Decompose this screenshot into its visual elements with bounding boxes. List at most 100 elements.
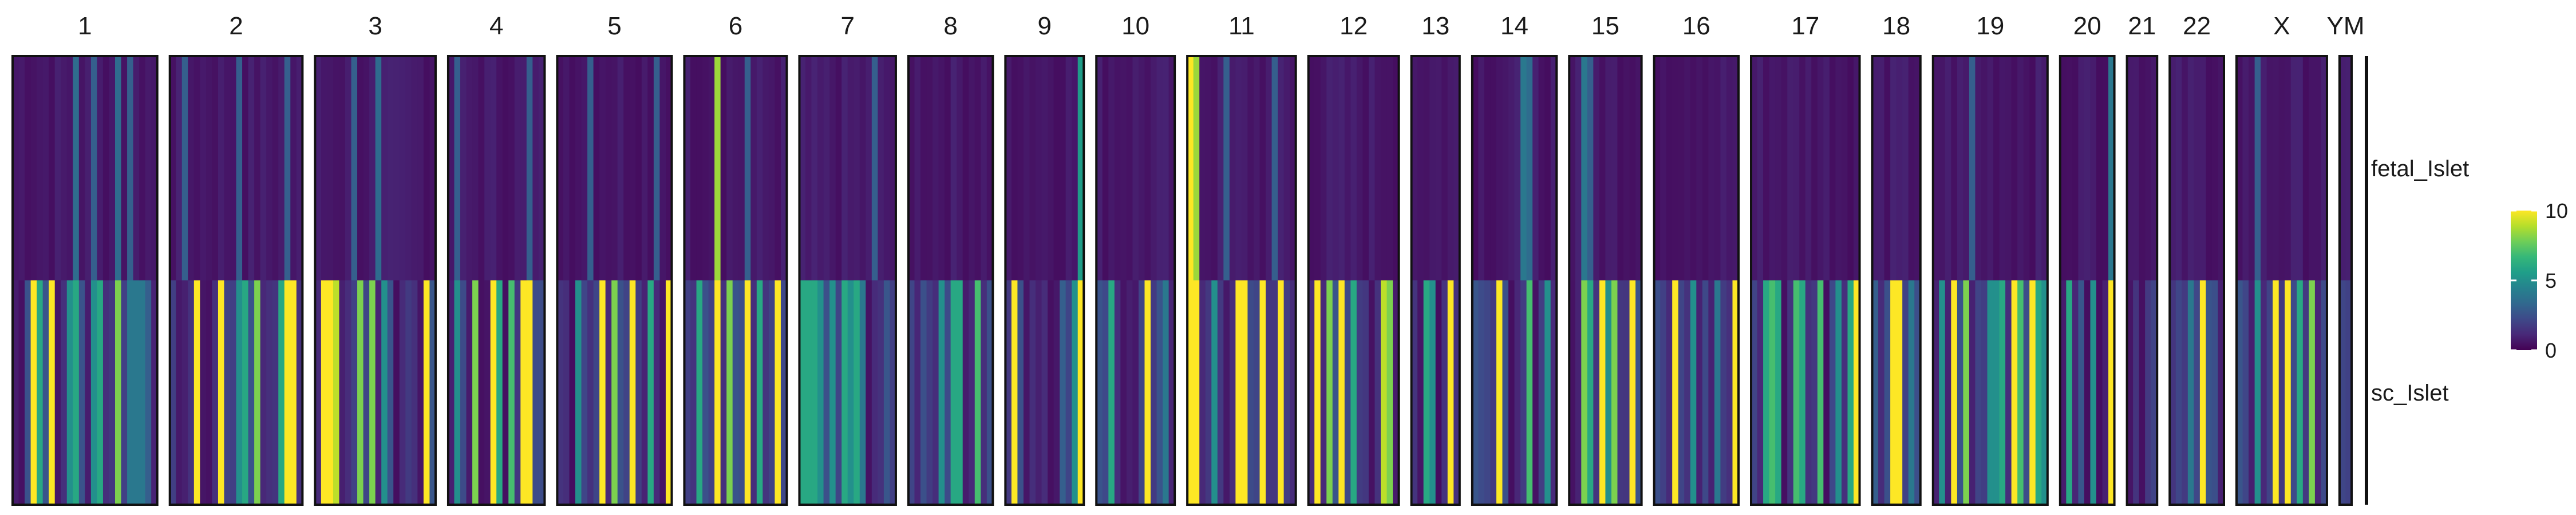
heatmap-cell: [1496, 56, 1503, 280]
chromosome-panel-20: [2059, 55, 2116, 506]
heatmap-cell: [357, 280, 364, 505]
heatmap-cell: [2187, 56, 2194, 280]
heatmap-cell: [1945, 56, 1951, 280]
heatmap-cell: [399, 280, 406, 505]
heatmap-cell: [2102, 56, 2109, 280]
heatmap-cell: [581, 280, 588, 505]
heatmap-cell: [1787, 56, 1794, 280]
heatmap-cell: [1696, 280, 1703, 505]
panel-border: [1568, 55, 1643, 506]
heatmap-cell: [1278, 56, 1285, 280]
heatmap-cell: [969, 280, 975, 505]
heatmap-cell: [97, 280, 104, 505]
heatmap-cell: [859, 280, 866, 505]
heatmap-cell: [605, 56, 612, 280]
heatmap-cell: [466, 56, 473, 280]
heatmap-cell: [345, 56, 352, 280]
row-labels: fetal_Islet sc_Islet: [2371, 156, 2469, 406]
heatmap-cell: [417, 56, 424, 280]
panel-border: [2168, 55, 2225, 506]
heatmap-cell: [708, 280, 715, 505]
heatmap-cell: [726, 56, 733, 280]
heatmap-cell: [1878, 56, 1885, 280]
heatmap-cell: [218, 56, 225, 280]
heatmap-cell: [127, 56, 134, 280]
heatmap-cell: [768, 280, 776, 505]
heatmap-cell: [2072, 280, 2079, 505]
heatmap-cell: [981, 56, 987, 280]
heatmap-cell: [1253, 280, 1261, 505]
heatmap-cell: [871, 56, 878, 280]
heatmap-cell: [1120, 56, 1127, 280]
heatmap-cell: [1678, 56, 1685, 280]
heatmap-cell: [2278, 56, 2285, 280]
heatmap-cell: [206, 280, 213, 505]
heatmap-cell: [2211, 280, 2219, 505]
heatmap-cell: [2041, 56, 2048, 280]
heatmap-cell: [296, 56, 303, 280]
heatmap-cell: [659, 280, 666, 505]
heatmap-cell: [448, 280, 455, 505]
heatmap-cell: [962, 56, 969, 280]
heatmap-cell: [1417, 280, 1424, 505]
heatmap-cell: [775, 56, 781, 280]
heatmap-cell: [1829, 56, 1836, 280]
heatmap-cell: [908, 280, 915, 505]
heatmap-cell: [1878, 280, 1885, 505]
heatmap-cell: [1441, 280, 1448, 505]
heatmap-cell: [2297, 280, 2304, 505]
heatmap-cell: [2290, 56, 2297, 280]
heatmap-cell: [720, 280, 727, 505]
heatmap-cell: [2273, 56, 2279, 280]
heatmap-cell: [575, 280, 582, 505]
heatmap-cell: [284, 280, 291, 505]
heatmap-cell: [1835, 56, 1842, 280]
heatmap-cell: [2127, 280, 2134, 505]
heatmap-cell: [1702, 280, 1709, 505]
heatmap-cell: [557, 280, 564, 505]
heatmap-cell: [181, 56, 188, 280]
chromosome-panels: [11, 55, 2353, 506]
row-label: fetal_Islet: [2371, 156, 2469, 181]
heatmap-cell: [321, 280, 328, 505]
heatmap-cell: [732, 280, 739, 505]
heatmap-cell: [950, 280, 957, 505]
heatmap-cell: [1975, 56, 1982, 280]
heatmap-cell: [599, 280, 606, 505]
heatmap-cell: [945, 280, 951, 505]
heatmap-cell: [653, 56, 661, 280]
heatmap-cell: [1199, 280, 1206, 505]
chromosome-panel-2: [168, 55, 304, 506]
heatmap-cell: [2127, 56, 2134, 280]
heatmap-cell: [1217, 280, 1224, 505]
heatmap-cell: [920, 56, 927, 280]
heatmap-cell: [1126, 280, 1133, 505]
heatmap-cell: [1381, 56, 1388, 280]
heatmap-cell: [950, 56, 957, 280]
heatmap-cell: [1872, 280, 1879, 505]
heatmap-cell: [224, 280, 231, 505]
heatmap-cell: [375, 56, 382, 280]
heatmap-cell: [605, 280, 612, 505]
heatmap-cell: [2060, 280, 2067, 505]
heatmap-cell: [1338, 56, 1345, 280]
heatmap-cell: [61, 56, 68, 280]
heatmap-cell: [1168, 280, 1175, 505]
heatmap-cell: [1065, 280, 1072, 505]
heatmap-cell: [230, 56, 237, 280]
heatmap-cell: [18, 280, 25, 505]
chromosome-panel-19: [1931, 55, 2049, 506]
heatmap-cell: [2102, 280, 2109, 505]
heatmap-cell: [49, 280, 56, 505]
heatmap-cell: [1381, 280, 1388, 505]
heatmap-cell: [1575, 56, 1582, 280]
heatmap-cell: [2254, 280, 2261, 505]
heatmap-cell: [61, 280, 68, 505]
heatmap-cell: [1435, 56, 1442, 280]
heatmap-cell: [278, 280, 285, 505]
heatmap-cell: [2237, 56, 2243, 280]
heatmap-cell: [581, 56, 588, 280]
chromosome-strip-labels: 1 2 3 4 5 6 7 8 9 10 11 12 13 14 15 16 17 18 19 20 21 22 X YM: [78, 12, 2368, 505]
heatmap-cell: [1072, 280, 1078, 505]
heatmap-cell: [926, 280, 933, 505]
